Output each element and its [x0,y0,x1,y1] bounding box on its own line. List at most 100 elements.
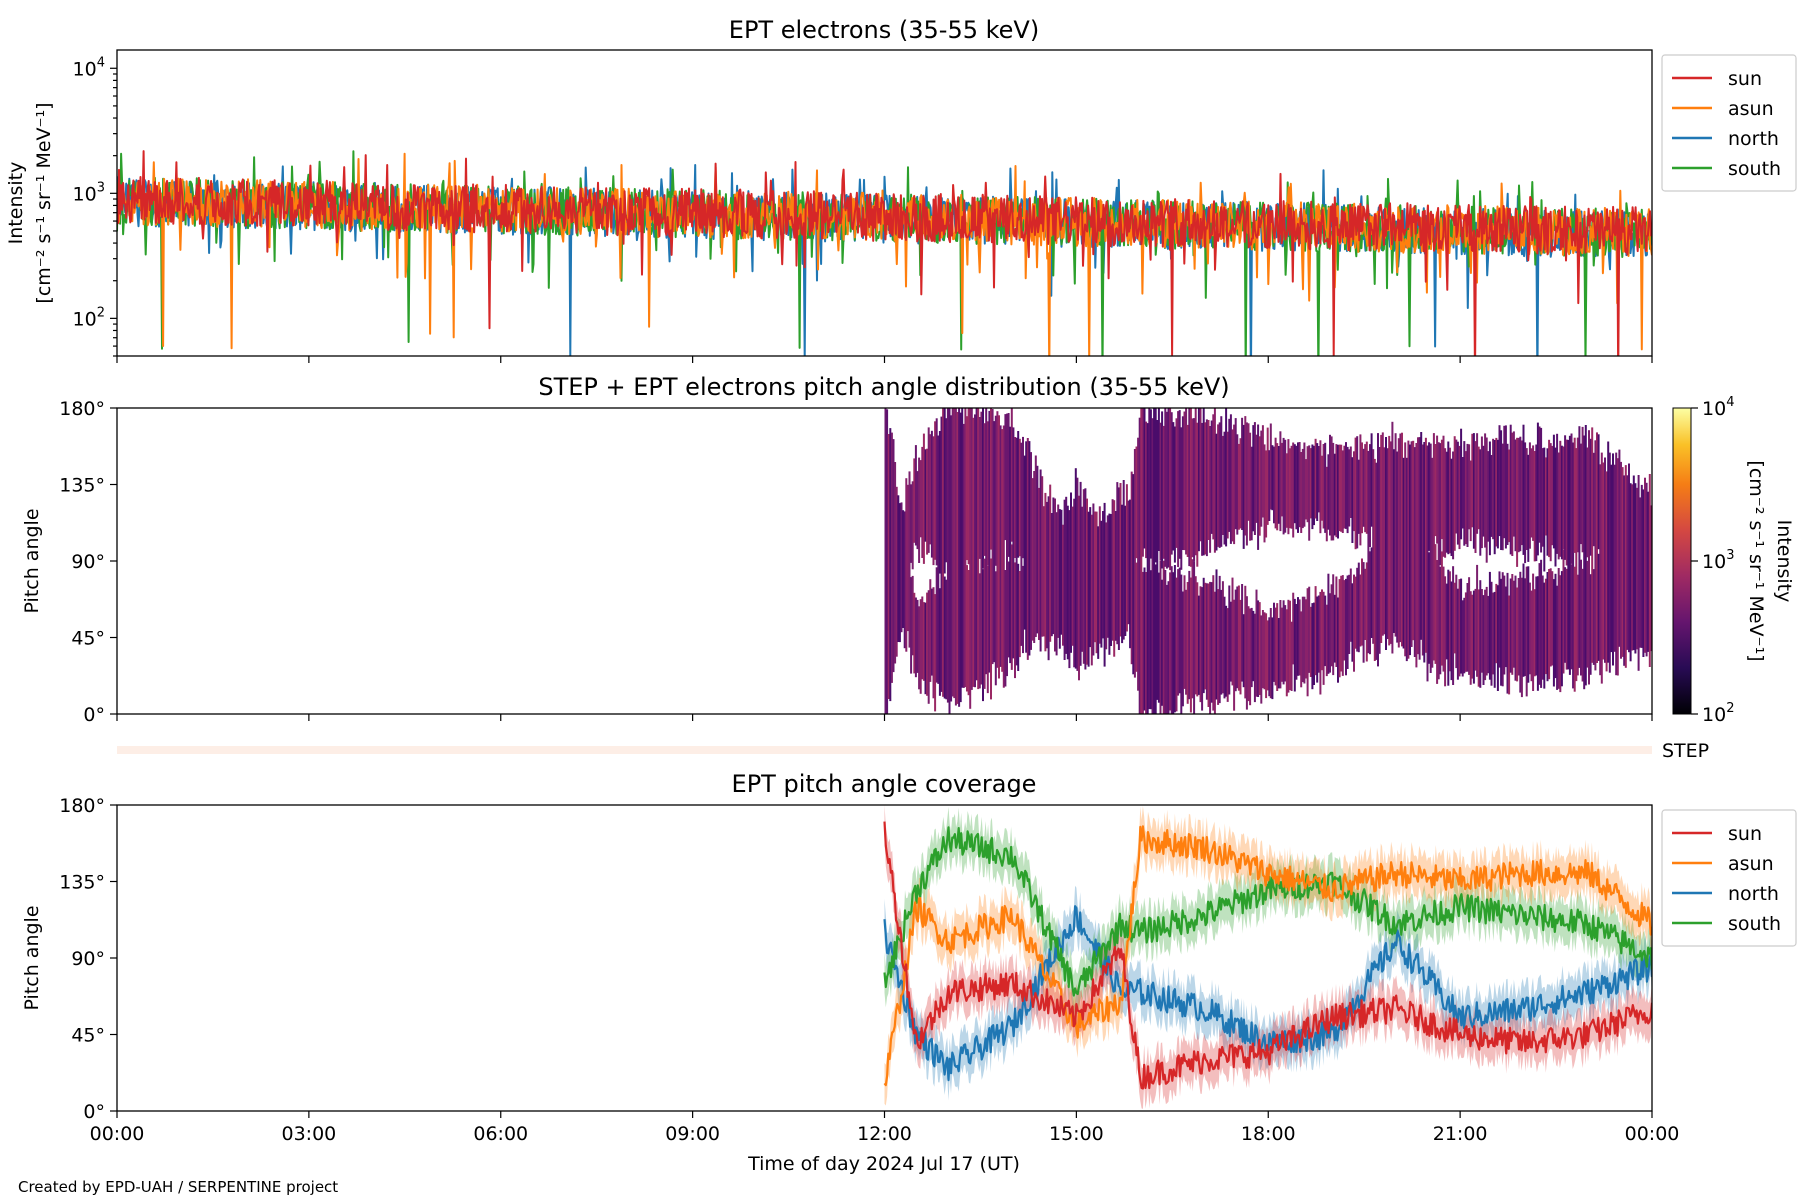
pad-cell [1287,439,1290,535]
pad-cell [1498,571,1501,668]
pad-cell [900,502,903,633]
pad-cell [990,558,992,700]
pad-cell [1453,582,1456,654]
pad-cell [1305,599,1307,679]
pad-cell [1282,600,1285,685]
pad-cell [1316,596,1319,683]
pad-cell [1295,604,1298,680]
y-tick-label: 102 [73,305,105,330]
pad-cell [946,408,949,703]
pad-cell [1245,422,1248,546]
y-tick-label: 45° [71,628,105,650]
pad-cell [950,415,953,702]
pad-cell [1354,576,1357,649]
pad-cell [1009,426,1012,664]
pad-cell [1420,432,1423,640]
y-tick-label: 135° [59,475,105,497]
pad-cell [1501,572,1504,687]
pad-cell [1511,432,1514,556]
pad-cell [1076,477,1079,671]
pad-cell [1370,547,1373,638]
pad-cell [1148,408,1151,710]
pad-cell [1031,478,1034,641]
pad-cell [1575,448,1578,682]
pad-cell [1225,408,1228,547]
pad-cell [1540,559,1543,688]
pad-cell [1252,610,1255,682]
pad-cell [959,412,962,703]
pad-cell [977,408,980,690]
pad-cell [1311,603,1314,690]
pad-cell [1538,563,1541,685]
pad-cell [1285,609,1288,697]
pad-cell [1607,441,1610,663]
pad-cell [1277,618,1280,689]
pad-cell [1469,460,1472,542]
pad-cell [1303,596,1306,684]
pad-cell [1290,621,1293,691]
pad-cell [1249,608,1252,706]
pad-cell [1570,433,1573,564]
pad-cell [1191,418,1194,558]
pad-cell [910,577,913,674]
pad-cell [1340,575,1343,672]
pad-cell [1615,452,1618,676]
pad-cell [1244,585,1247,699]
pad-cell [1565,439,1568,566]
pad-cell [1188,570,1191,700]
pad-cell [1464,451,1467,545]
pad-cell [1536,422,1539,556]
pad-cell [1639,497,1642,648]
pad-cell [1353,451,1355,532]
pad-cell [1533,589,1536,677]
pad-cell [1541,448,1544,547]
pad-cell [1154,408,1157,563]
pad-cell [1346,446,1349,534]
pad-cell [980,411,983,685]
pad-cell [905,478,908,652]
pad-cell [1498,425,1501,537]
pad-cell [1509,424,1512,555]
pad-cell [1333,453,1336,536]
pad-cell [1361,442,1363,534]
pad-cell [1298,599,1301,676]
x-tick-label: 00:00 [1625,1123,1680,1145]
pad-cell [998,415,1000,679]
pad-cell [1367,450,1370,654]
pad-cell [1138,417,1141,714]
pad-cell [1303,442,1306,527]
pad-cell [1504,425,1507,549]
pad-cell [1140,408,1143,714]
pad-cell [1044,492,1047,652]
colorbar-tick-label: 104 [1702,395,1734,420]
pad-cell [1105,522,1108,650]
pad-cell [1263,612,1266,690]
pad-cell [913,458,916,543]
pad-cell [1279,600,1282,689]
pad-cell [1149,570,1152,710]
pad-cell [1058,509,1061,649]
pad-cell [1591,427,1594,663]
pad-cell [1434,544,1437,664]
pad-cell [1057,504,1060,638]
panel1-ylabel-unit: [cm⁻² s⁻¹ sr⁻¹ MeV⁻¹] [33,102,55,303]
pad-cell [1181,591,1184,707]
pad-cell [1325,466,1328,542]
pad-cell [1196,422,1199,567]
pad-cell [934,421,937,560]
pad-cell [948,408,951,714]
pad-cell [964,408,967,688]
pad-cell [1559,440,1562,557]
pad-cell [1496,585,1499,691]
pad-cell [1172,422,1175,551]
pad-cell [1487,451,1490,542]
colorbar-tick-label: 102 [1702,701,1734,726]
pad-cell [1586,560,1589,668]
pad-cell [1213,408,1216,553]
pad-cell [1552,579,1555,687]
pad-cell [1161,411,1164,569]
pad-cell [1313,602,1315,685]
pad-cell [1616,458,1619,676]
pad-cell [1477,446,1480,530]
